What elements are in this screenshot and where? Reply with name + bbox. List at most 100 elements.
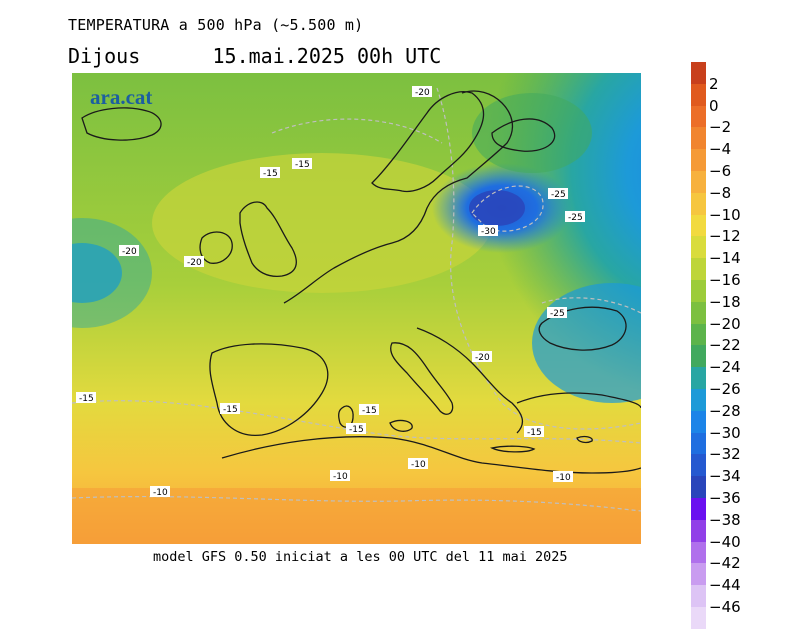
coastlines: [81, 90, 641, 474]
coastline-cyprus: [576, 435, 593, 444]
svg-text:-25: -25: [550, 309, 565, 319]
svg-text:-25: -25: [551, 190, 566, 200]
colorbar-swatch: [691, 345, 706, 368]
svg-text:-30: -30: [481, 227, 496, 237]
contour-label: -25: [548, 188, 568, 200]
coastline-balkans: [416, 327, 524, 434]
contour-line: [471, 185, 544, 232]
contour-line: [541, 297, 641, 314]
contour-label: -15: [260, 167, 280, 179]
colorbar-swatch: [691, 62, 706, 84]
svg-text:-15: -15: [527, 428, 542, 438]
warm-band-south: [72, 488, 641, 544]
colorbar-swatch: [691, 432, 706, 455]
coastline-north-africa: [221, 436, 641, 474]
svg-text:-20: -20: [122, 247, 137, 257]
coastline-black-sea: [538, 306, 627, 351]
contour-label: -15: [292, 158, 312, 170]
svg-text:-15: -15: [263, 169, 278, 179]
colorbar-swatch: [691, 301, 706, 324]
colorbar-tick-label: −4: [709, 140, 732, 159]
contour-lines: [72, 87, 641, 512]
colorbar-swatch: [691, 105, 706, 128]
colorbar-tick-label: −34: [709, 467, 741, 486]
contour-label: -20: [119, 245, 139, 257]
colorbar-tick-label: −42: [709, 554, 741, 573]
colorbar-tick-label: −14: [709, 249, 741, 268]
colorbar-swatch: [691, 585, 706, 607]
svg-text:-10: -10: [556, 473, 571, 483]
svg-text:-15: -15: [295, 160, 310, 170]
colorbar-tick-label: −30: [709, 423, 741, 442]
coastline-scandinavia: [371, 91, 485, 193]
coastline-finland: [491, 118, 556, 152]
map-subtitle: Dijous 15.mai.2025 00h UTC: [68, 44, 442, 68]
svg-text:-10: -10: [411, 460, 426, 470]
colorbar-swatch: [691, 563, 706, 586]
colorbar-swatch: [691, 323, 706, 346]
contour-labels: -20 -15 -15 -20 -20 -25 -25 -30 -25 -20 …: [76, 86, 585, 498]
contour-line: [72, 495, 641, 512]
contour-label: -20: [472, 351, 492, 363]
colorbar-swatch: [691, 606, 706, 629]
contour-line: [72, 400, 641, 444]
svg-text:-25: -25: [568, 213, 583, 223]
colorbar-tick-label: −32: [709, 445, 741, 464]
contour-line: [271, 118, 443, 144]
svg-text:-15: -15: [362, 406, 377, 416]
coastline-crete: [490, 445, 536, 453]
contour-label: -25: [565, 211, 585, 223]
colorbar-tick-label: −26: [709, 380, 741, 398]
colorbar-swatch: [691, 170, 706, 193]
colorbar-tick-label: −20: [709, 314, 741, 333]
colorbar-swatch: [691, 367, 706, 389]
svg-text:-10: -10: [153, 488, 168, 498]
colorbar-tick-label: −18: [709, 292, 741, 311]
colorbar-tick-label: −6: [709, 162, 732, 180]
svg-text:-15: -15: [223, 405, 238, 415]
colorbar-swatch: [691, 279, 706, 302]
colorbar-swatch: [691, 149, 706, 171]
colorbar-swatch: [691, 192, 706, 215]
colorbar-swatch: [691, 410, 706, 433]
model-info: model GFS 0.50 iniciat a les 00 UTC del …: [153, 549, 568, 565]
coastline-iberia: [209, 343, 329, 437]
colorbar-swatch: [691, 497, 706, 520]
contour-label: -25: [547, 307, 567, 319]
contour-label: -30: [478, 225, 498, 237]
colorbar-swatch: [691, 388, 706, 411]
colorbar-swatch: [691, 454, 706, 477]
cold-scandinavia: [472, 93, 592, 173]
coastline-continent: [283, 90, 514, 304]
contour-label: -20: [412, 86, 432, 98]
colorbar-tick-label: −12: [709, 227, 741, 246]
colorbar-swatch: [691, 258, 706, 280]
coastline-britain: [239, 201, 297, 277]
contour-label: -20: [184, 256, 204, 268]
contour-line: [436, 87, 641, 430]
coastline-ireland: [199, 231, 233, 264]
colorbar-swatch: [691, 519, 706, 542]
colorbar-tick-label: −36: [709, 489, 741, 507]
coastline-italy: [390, 342, 454, 415]
logo: ara.cat: [90, 85, 152, 109]
svg-text:-20: -20: [187, 258, 202, 268]
colorbar-tick-label: −2: [709, 118, 732, 137]
colorbar-swatch: [691, 541, 706, 564]
colorbar-swatch: [691, 476, 706, 498]
colorbar-tick-label: −44: [709, 576, 741, 595]
cold-core-inner: [469, 190, 525, 226]
coastline-iceland: [81, 107, 162, 141]
temperature-map: -20 -15 -15 -20 -20 -25 -25 -30 -25 -20 …: [72, 73, 641, 544]
svg-text:-20: -20: [415, 88, 430, 98]
colorbar-swatch: [691, 83, 706, 106]
contour-label: -15: [76, 392, 96, 404]
colorbar-tick-label: −38: [709, 510, 741, 529]
colorbar-tick-label: −40: [709, 532, 741, 551]
colorbar-swatch: [691, 127, 706, 150]
svg-text:-10: -10: [333, 472, 348, 482]
svg-text:-20: -20: [475, 353, 490, 363]
colorbar-swatch: [691, 236, 706, 259]
colorbar-tick-label: −24: [709, 358, 741, 377]
svg-text:-15: -15: [79, 394, 94, 404]
